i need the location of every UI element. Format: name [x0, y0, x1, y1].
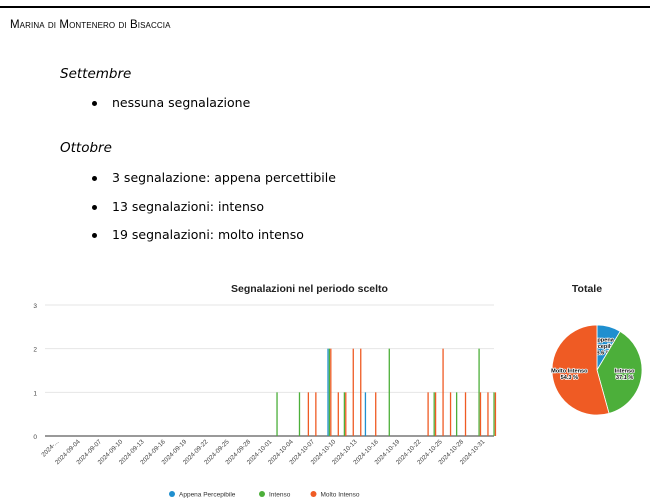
bar	[352, 348, 354, 436]
bar	[343, 392, 346, 436]
y-tick-label: 2	[33, 347, 37, 354]
y-tick-label: 3	[33, 303, 37, 310]
pie-chart-title: Totale	[572, 283, 602, 295]
bar	[337, 392, 339, 436]
bullet-icon	[92, 204, 97, 210]
bar	[364, 392, 367, 436]
bar	[433, 392, 435, 436]
bar	[442, 348, 444, 436]
bar-chart-title: Segnalazioni nel periodo scelto	[231, 283, 388, 295]
pie-slice	[596, 330, 643, 414]
bar	[388, 348, 390, 436]
bar	[427, 392, 429, 436]
month-heading-ottobre: Ottobre	[60, 140, 112, 156]
legend-label: Intenso	[269, 492, 291, 499]
x-tick-label: 2024-...	[40, 438, 60, 458]
bar	[345, 392, 347, 436]
legend-label: Appena Percepibile	[179, 492, 236, 499]
bar	[487, 392, 489, 436]
pie-percent-label: 8.6 %	[596, 351, 610, 357]
month-heading-settembre: Settembre	[60, 66, 132, 82]
pie-percent-label: 37.1 %	[616, 375, 633, 381]
list-item: nessuna segnalazione	[92, 95, 250, 124]
document-title: Marina di Montenero di Bisaccia	[10, 19, 171, 31]
top-rule	[0, 6, 650, 8]
bar	[315, 392, 317, 436]
list-item: 13 segnalazioni: intenso	[92, 199, 336, 228]
bar	[330, 348, 332, 436]
legend-marker	[259, 491, 265, 497]
y-tick-label: 1	[33, 390, 37, 397]
bar	[307, 392, 310, 436]
bar	[276, 392, 278, 436]
ottobre-list: 3 segnalazione: appena percettibile 13 s…	[92, 170, 336, 256]
bar	[494, 392, 497, 436]
bullet-icon	[92, 233, 97, 238]
list-item: 19 segnalazioni: molto intenso	[92, 227, 336, 256]
settembre-list: nessuna segnalazione	[92, 95, 250, 124]
list-item: 3 segnalazione: appena percettibile	[92, 170, 336, 199]
bar	[479, 392, 482, 436]
pie-slice-label: Intenso	[615, 369, 635, 375]
y-tick-label: 0	[33, 434, 37, 441]
bar	[327, 348, 329, 436]
pie-slice-label: Appena	[593, 338, 614, 344]
bar	[328, 348, 331, 436]
pie-percent-label: 54.3 %	[561, 375, 578, 381]
bar	[298, 392, 301, 436]
bar	[449, 392, 452, 436]
bar	[464, 392, 467, 436]
legend-marker	[310, 491, 317, 497]
bar	[375, 392, 377, 436]
legend-label: Molto Intenso	[321, 492, 360, 499]
pie-slice	[551, 324, 610, 416]
pie-slice-label: Molto Intenso	[551, 369, 588, 375]
bar	[493, 392, 495, 436]
bullet-icon	[92, 176, 97, 181]
bullet-icon	[92, 101, 97, 106]
bar	[455, 392, 458, 436]
pie-slice-label: Percepibile	[589, 344, 619, 350]
legend-marker	[169, 491, 175, 497]
bar	[360, 348, 362, 436]
bar	[478, 348, 480, 436]
bar	[434, 392, 437, 436]
